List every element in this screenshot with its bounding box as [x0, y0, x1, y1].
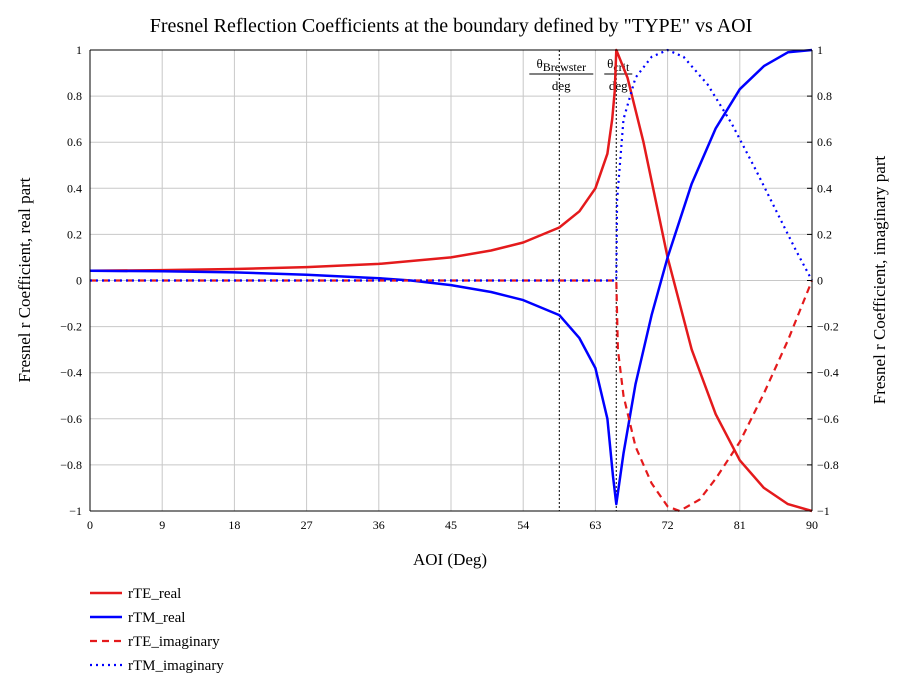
- x-tick-label: 18: [228, 518, 240, 532]
- legend-label: rTE_real: [128, 586, 181, 602]
- x-tick-label: 9: [159, 518, 165, 532]
- y-tick-label-left: −0.6: [60, 412, 82, 426]
- y-tick-label-right: 0.2: [817, 227, 832, 241]
- y-tick-label-left: −0.2: [60, 320, 82, 334]
- y-axis-label-right: Fresnel r Coefficient, imaginary part: [870, 155, 889, 404]
- y-tick-label-right: 0.6: [817, 135, 832, 149]
- x-tick-label: 27: [301, 518, 313, 532]
- series-line-rtm-real: [89, 48, 813, 506]
- y-tick-labels-left: 1 0.8 0.6 0.4 0.2 0 −0.2 −0.4 −0.6 −0.8 −1: [60, 43, 82, 518]
- legend-label: rTM_imaginary: [128, 658, 224, 674]
- series-lines: [89, 48, 814, 513]
- chart-title: Fresnel Reflection Coefficients at the b…: [150, 15, 753, 37]
- y-tick-label-left: 1: [76, 43, 82, 57]
- y-tick-label-left: 0: [76, 274, 82, 288]
- x-tick-label: 45: [445, 518, 457, 532]
- y-axis-label-left: Fresnel r Coefficient, real part: [15, 177, 34, 382]
- x-tick-label: 63: [589, 518, 601, 532]
- angle-marker-unit: deg: [609, 78, 628, 93]
- y-tick-labels-right: 1 0.8 0.6 0.4 0.2 0 −0.2 −0.4 −0.6 −0.8 −1: [807, 43, 839, 518]
- x-tick-label: 36: [373, 518, 385, 532]
- series-line-rte-real: [89, 48, 813, 513]
- y-tick-label-left: 0.8: [67, 89, 82, 103]
- y-tick-label-right: −0.4: [817, 366, 839, 380]
- x-tick-label: 81: [734, 518, 746, 532]
- legend: rTE_real rTM_real rTE_imaginary rTM_imagina…: [90, 586, 224, 674]
- y-tick-label-right: 0.4: [817, 181, 832, 195]
- series-line-rte-imaginary: [90, 279, 814, 513]
- y-tick-label-right: −0.8: [817, 458, 839, 472]
- x-tick-labels: 0 9 18 27 36 45 54 63 72 81 90: [87, 518, 818, 532]
- y-tick-label-right: 0: [817, 274, 823, 288]
- x-tick-label: 0: [87, 518, 93, 532]
- y-tick-label-left: −0.8: [60, 458, 82, 472]
- x-axis-label: AOI (Deg): [413, 550, 487, 569]
- y-tick-label-right: −0.2: [817, 320, 839, 334]
- y-tick-label-left: 0.4: [67, 181, 82, 195]
- angle-marker-unit: deg: [552, 78, 571, 93]
- y-tick-label-left: −0.4: [60, 366, 82, 380]
- angle-marker-symbol: θBrewster: [537, 56, 587, 74]
- y-tick-label-right: 0.8: [817, 89, 832, 103]
- y-tick-label-right: −1: [817, 504, 830, 518]
- y-tick-label-left: −1: [69, 504, 82, 518]
- x-tick-label: 54: [517, 518, 529, 532]
- legend-label: rTE_imaginary: [128, 634, 220, 650]
- y-tick-label-right: 1: [817, 43, 823, 57]
- y-tick-label-left: 0.6: [67, 135, 82, 149]
- x-tick-label: 72: [662, 518, 674, 532]
- y-tick-label-left: 0.2: [67, 227, 82, 241]
- x-tick-label: 90: [806, 518, 818, 532]
- legend-label: rTM_real: [128, 610, 185, 626]
- y-tick-label-right: −0.6: [817, 412, 839, 426]
